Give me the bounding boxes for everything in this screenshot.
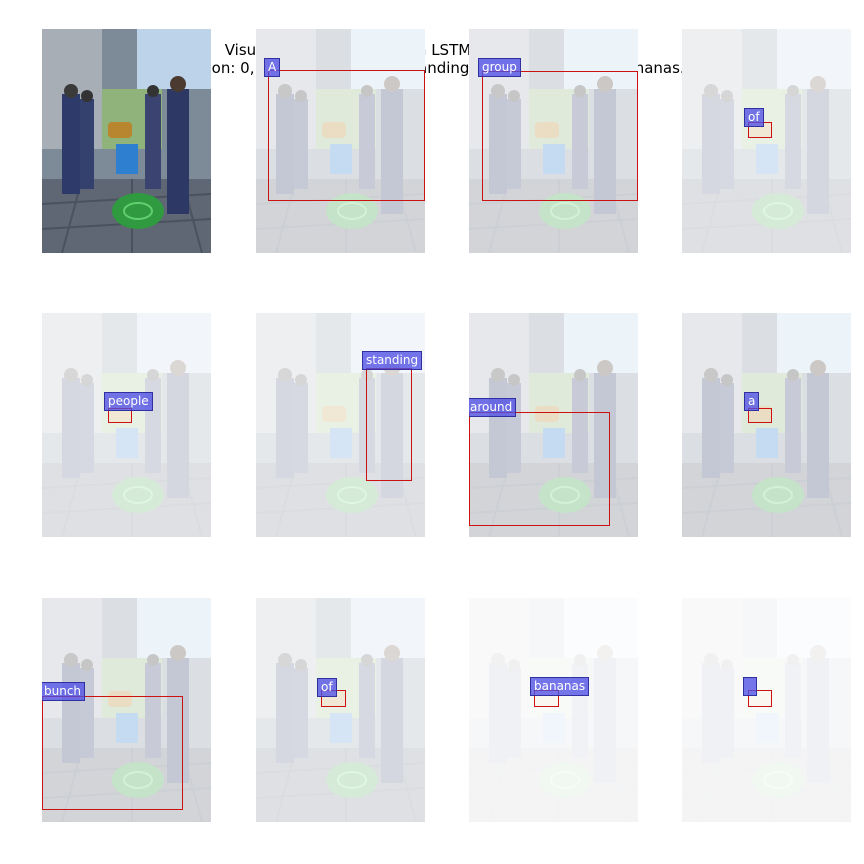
- attention-panel-1: A: [256, 29, 425, 253]
- word-label: A: [264, 58, 281, 77]
- attention-box: [748, 690, 772, 707]
- attention-box: [268, 70, 425, 201]
- word-label: around: [469, 398, 517, 417]
- attention-panel-7: a: [682, 313, 851, 537]
- attention-panel-2: group: [469, 29, 638, 253]
- word-label: of: [317, 678, 337, 697]
- word-label: bunch: [42, 682, 86, 701]
- word-label: group: [478, 58, 521, 77]
- word-label: a: [744, 392, 760, 411]
- word-label: people: [104, 392, 153, 411]
- attention-panel-11: [682, 598, 851, 822]
- attention-box: [469, 412, 610, 526]
- attention-panel-5: standing: [256, 313, 425, 537]
- attention-box: [42, 696, 183, 810]
- original-image-panel: [42, 29, 211, 253]
- attention-panel-3: of: [682, 29, 851, 253]
- attention-panel-8: bunch: [42, 598, 211, 822]
- word-label: bananas: [530, 677, 590, 696]
- attention-box: [748, 408, 772, 423]
- word-label: [743, 677, 757, 696]
- attention-panel-4: people: [42, 313, 211, 537]
- word-label: standing: [362, 351, 423, 370]
- attention-box: [482, 71, 638, 201]
- attention-panel-10: bananas: [469, 598, 638, 822]
- attention-panel-6: around: [469, 313, 638, 537]
- attention-panel-9: of: [256, 598, 425, 822]
- word-label: of: [744, 108, 764, 127]
- attention-box: [366, 368, 412, 481]
